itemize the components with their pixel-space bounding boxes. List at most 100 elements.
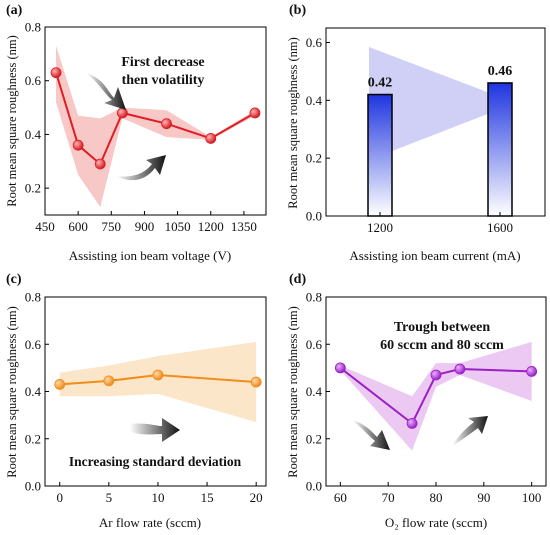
y-tick-label: 0.6 bbox=[306, 35, 323, 50]
y-tick-label: 0.2 bbox=[25, 181, 41, 196]
annotation-line-2: then volatility bbox=[122, 73, 205, 88]
x-tick-label: 15 bbox=[201, 490, 214, 505]
x-tick-label: 1200 bbox=[198, 219, 224, 234]
data-point bbox=[334, 362, 346, 374]
x-axis-label: Ar flow rate (sccm) bbox=[99, 515, 201, 530]
data-point bbox=[161, 118, 172, 130]
panel-a: (a) 0.2 0.4 0.6 0.8 450 600 750 900 1050 1200 135… bbox=[5, 3, 267, 263]
panel-c: (c) 0.0 0.2 0.4 0.6 0.8 0 5 10 15 20 Increasing … bbox=[5, 272, 267, 530]
x-axis: 0 5 10 15 20 bbox=[56, 482, 263, 505]
y-tick-label: 0.8 bbox=[25, 290, 41, 305]
data-point bbox=[406, 417, 418, 429]
x-tick-label: 60 bbox=[334, 490, 347, 505]
data-points bbox=[334, 362, 538, 429]
data-label: 0.42 bbox=[368, 76, 393, 91]
arrow-up-right-icon bbox=[116, 155, 166, 181]
y-axis-label: Root mean square roughness (nm) bbox=[286, 306, 300, 478]
data-point bbox=[526, 366, 538, 377]
arrow-up-right-icon bbox=[452, 416, 488, 446]
y-tick-label: 0.0 bbox=[306, 209, 322, 224]
x-tick-label: 80 bbox=[430, 490, 443, 505]
y-axis-label: Root mean square roughness (nm) bbox=[286, 37, 300, 209]
y-tick-label: 0.2 bbox=[306, 431, 322, 446]
x-tick-label: 5 bbox=[106, 490, 113, 505]
y-tick-label: 0.4 bbox=[306, 384, 323, 399]
annotation-line-1: Trough between bbox=[394, 320, 491, 335]
x-tick-label: 1600 bbox=[487, 220, 513, 235]
y-tick-label: 0.2 bbox=[25, 431, 41, 446]
y-axis: 0.0 0.2 0.4 0.6 bbox=[306, 35, 330, 224]
x-tick-label: 600 bbox=[68, 219, 88, 234]
panel-label: (c) bbox=[6, 272, 22, 287]
data-point bbox=[250, 376, 262, 388]
y-tick-label: 0.2 bbox=[306, 151, 322, 166]
x-axis-label: Assisting ion beam voltage (V) bbox=[69, 248, 231, 263]
data-point bbox=[72, 139, 84, 151]
data-points bbox=[54, 369, 262, 390]
x-axis-label: Assisting ion beam current (mA) bbox=[349, 248, 520, 263]
y-axis-label: Root mean square roughness (nm) bbox=[5, 306, 19, 478]
arrow-down-right-icon bbox=[352, 420, 390, 450]
data-point bbox=[103, 375, 115, 387]
x-tick-label: 10 bbox=[151, 490, 164, 505]
std-band bbox=[56, 45, 255, 207]
y-tick-label: 0.4 bbox=[306, 93, 323, 108]
panel-d: (d) 0.0 0.2 0.4 0.6 0.8 60 70 80 90 100 Trough b… bbox=[286, 272, 547, 530]
y-axis-label: Root mean square roughness (nm) bbox=[5, 35, 19, 207]
x-tick-label: 900 bbox=[135, 219, 155, 234]
x-tick-label: 1350 bbox=[231, 219, 257, 234]
x-tick-label: 1050 bbox=[165, 219, 191, 234]
y-tick-label: 0.6 bbox=[25, 73, 42, 88]
bars: 0.42 1200 0.46 1600 bbox=[367, 64, 513, 235]
data-point bbox=[454, 363, 466, 375]
y-tick-label: 0.6 bbox=[306, 337, 323, 352]
series-line bbox=[59, 373, 257, 386]
annotation: Increasing standard deviation bbox=[69, 454, 242, 469]
x-axis: 450 600 750 900 1050 1200 1350 bbox=[35, 211, 257, 234]
data-point bbox=[94, 158, 106, 170]
plot-frame bbox=[44, 26, 267, 216]
annotation-line-1: First decrease bbox=[121, 55, 204, 70]
data-point bbox=[54, 379, 66, 390]
x-tick-label: 0 bbox=[56, 490, 63, 505]
y-axis: 0.0 0.2 0.4 0.6 0.8 bbox=[306, 290, 330, 494]
panel-b: (b) 0.0 0.2 0.4 0.6 0.42 1200 0.46 1600 Assist… bbox=[286, 3, 546, 263]
data-point bbox=[152, 369, 164, 381]
data-point bbox=[116, 107, 128, 119]
y-axis: 0.0 0.2 0.4 0.6 0.8 bbox=[25, 290, 49, 494]
arrow-down-right-icon bbox=[86, 73, 126, 110]
x-tick-label: 90 bbox=[477, 490, 490, 505]
annotation-line-2: 60 sccm and 80 sccm bbox=[380, 338, 504, 353]
bar bbox=[367, 93, 393, 217]
data-point bbox=[50, 67, 62, 79]
x-tick-label: 1200 bbox=[367, 220, 393, 235]
data-point bbox=[430, 369, 442, 381]
y-tick-label: 0.0 bbox=[306, 479, 322, 494]
data-label: 0.46 bbox=[488, 64, 513, 79]
y-tick-label: 0.4 bbox=[25, 127, 42, 142]
y-tick-label: 0.8 bbox=[306, 290, 322, 305]
trend-band bbox=[369, 47, 503, 160]
arrow-right-icon bbox=[130, 418, 180, 442]
x-tick-label: 20 bbox=[250, 490, 263, 505]
x-tick-label: 750 bbox=[102, 219, 122, 234]
std-band bbox=[59, 341, 257, 423]
y-axis: 0.2 0.4 0.6 0.8 bbox=[25, 20, 49, 196]
x-tick-label: 450 bbox=[35, 219, 55, 234]
x-axis-label: O₂ flow rate (sccm) bbox=[385, 515, 487, 530]
x-axis: 60 70 80 90 100 bbox=[334, 482, 542, 505]
panel-label: (a) bbox=[6, 3, 23, 18]
panel-label: (b) bbox=[289, 3, 306, 18]
panel-label: (d) bbox=[289, 272, 306, 287]
y-tick-label: 0.6 bbox=[25, 337, 42, 352]
data-point bbox=[205, 133, 217, 144]
bar bbox=[487, 82, 513, 217]
plot-frame bbox=[325, 27, 546, 217]
y-tick-label: 0.0 bbox=[25, 479, 41, 494]
data-point bbox=[249, 107, 261, 119]
y-tick-label: 0.4 bbox=[25, 384, 42, 399]
x-tick-label: 100 bbox=[522, 490, 542, 505]
y-tick-label: 0.8 bbox=[25, 20, 41, 35]
x-tick-label: 70 bbox=[382, 490, 395, 505]
